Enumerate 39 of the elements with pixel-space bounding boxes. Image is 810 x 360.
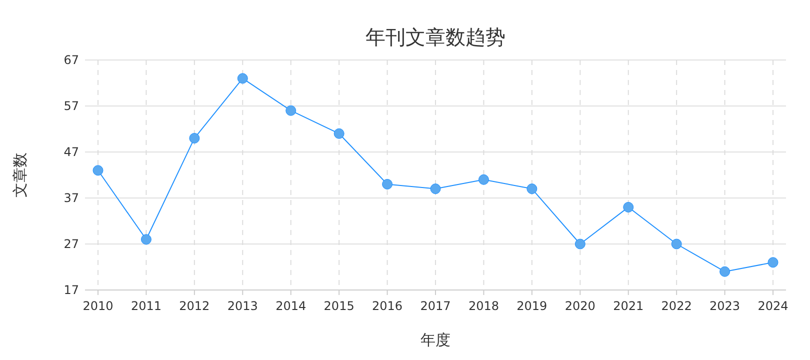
x-tick-label: 2018 xyxy=(468,299,499,313)
x-tick-label: 2022 xyxy=(661,299,692,313)
x-tick-label: 2024 xyxy=(758,299,788,313)
y-tick-label: 37 xyxy=(64,191,79,205)
point xyxy=(478,174,489,185)
point xyxy=(140,234,152,245)
x-axis-title: 年度 xyxy=(420,331,450,349)
x-tick-label: 2021 xyxy=(613,299,644,313)
y-tick-label: 57 xyxy=(64,99,79,113)
y-axis-title: 文章数 xyxy=(11,152,29,198)
x-tick-label: 2010 xyxy=(82,299,114,313)
x-tick-label: 2017 xyxy=(420,299,451,313)
y-tick-label: 47 xyxy=(64,145,79,159)
point xyxy=(574,238,586,250)
x-tick-label: 2016 xyxy=(372,299,403,313)
y-tick-label: 17 xyxy=(64,283,79,297)
y-tick-label: 27 xyxy=(64,237,79,251)
y-tick-label: 67 xyxy=(64,53,79,67)
x-tick-label: 2015 xyxy=(324,299,354,313)
x-tick-label: 2014 xyxy=(276,299,306,313)
point xyxy=(92,165,104,176)
point xyxy=(526,184,538,194)
x-tick-label: 2012 xyxy=(179,299,210,313)
x-tick-label: 2011 xyxy=(130,299,162,313)
x-tick-label: 2013 xyxy=(227,299,258,313)
chart-title: 年刊文章数趋势 xyxy=(366,25,506,49)
x-tick-label: 2023 xyxy=(710,299,740,313)
point xyxy=(623,202,634,212)
point xyxy=(430,184,441,194)
point xyxy=(189,132,200,144)
point xyxy=(286,105,296,116)
x-tick-label: 2019 xyxy=(516,299,548,313)
point xyxy=(720,266,730,277)
point xyxy=(334,128,344,139)
point xyxy=(382,178,393,190)
point xyxy=(237,73,248,84)
point xyxy=(671,238,682,250)
x-tick-label: 2020 xyxy=(564,299,596,313)
point xyxy=(768,257,778,268)
